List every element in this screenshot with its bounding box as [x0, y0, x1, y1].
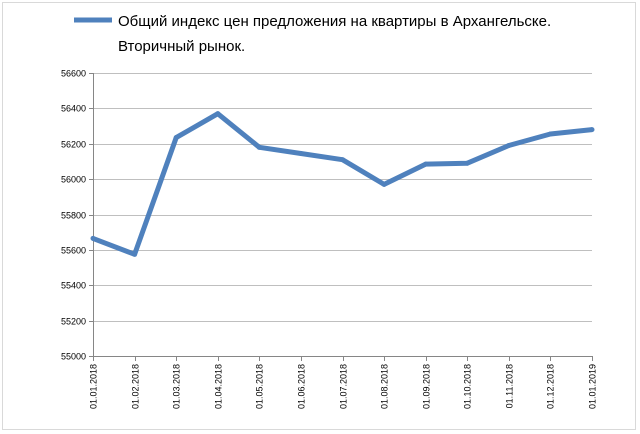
y-tick-label: 55400 — [61, 281, 86, 291]
x-tick-label: 01.04.2018 — [214, 364, 224, 409]
data-point — [90, 235, 96, 241]
x-tick-label: 01.06.2018 — [297, 364, 307, 409]
legend-label-line-2: Вторичный рынок. — [118, 38, 245, 55]
data-point — [506, 143, 512, 148]
data-point — [173, 135, 179, 141]
data-point — [423, 161, 429, 167]
data-point — [381, 181, 387, 187]
data-point — [589, 127, 595, 133]
y-tick-label: 55800 — [61, 211, 86, 221]
data-point — [215, 111, 221, 117]
x-tick-label: 01.05.2018 — [255, 364, 265, 409]
x-tick-label: 01.07.2018 — [339, 364, 349, 409]
y-tick-label: 56400 — [61, 104, 86, 114]
x-tick-label: 01.08.2018 — [380, 364, 390, 409]
data-point — [547, 131, 553, 137]
data-point — [298, 151, 304, 156]
y-tick-label: 56000 — [61, 175, 86, 185]
x-tick-label: 01.10.2018 — [463, 364, 473, 409]
y-tick-label: 56200 — [61, 140, 86, 150]
y-tick-label: 55000 — [61, 352, 86, 362]
legend: Общий индекс цен предложения на квартиры… — [74, 13, 551, 55]
x-tick-label: 01.12.2018 — [546, 364, 556, 409]
y-tick-label: 55200 — [61, 317, 86, 327]
x-tick-label: 01.01.2018 — [89, 364, 99, 409]
axes — [93, 73, 592, 357]
x-tick-label: 01.01.2019 — [588, 364, 598, 409]
x-tick-label: 01.09.2018 — [422, 364, 432, 409]
data-point — [132, 251, 138, 257]
chart-frame — [2, 2, 636, 430]
y-tick-label: 55600 — [61, 246, 86, 256]
x-tick-label: 01.02.2018 — [131, 364, 141, 409]
y-axis-ticks: 55000 55200 55400 55600 55800 56000 56200 56400… — [61, 69, 93, 362]
y-tick-label: 56600 — [61, 69, 86, 79]
series-group — [90, 111, 595, 257]
data-point — [340, 157, 345, 163]
legend-label-line-1: Общий индекс цен предложения на квартиры… — [118, 13, 551, 30]
x-axis-ticks: 01.01.2018 01.02.2018 01.03.2018 01.04.2018… — [89, 356, 598, 409]
x-tick-label: 01.11.2018 — [505, 364, 515, 408]
gridlines — [93, 73, 592, 322]
data-point — [464, 160, 470, 166]
x-tick-label: 01.03.2018 — [172, 364, 182, 409]
data-point — [256, 144, 262, 150]
series-line — [92, 111, 593, 257]
